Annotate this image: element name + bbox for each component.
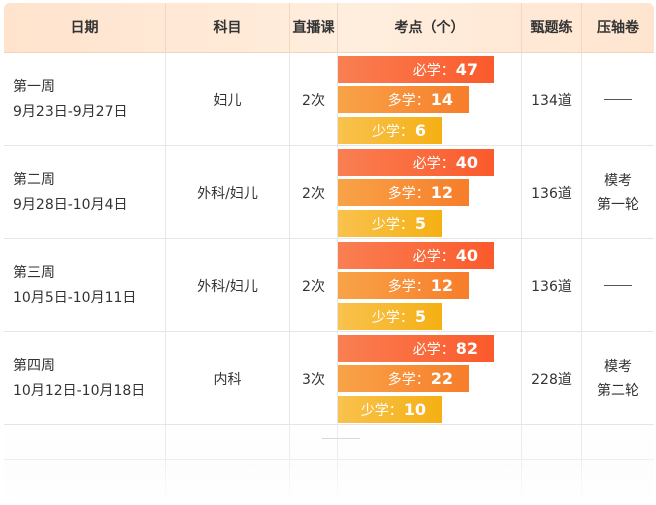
date-cell: 第二周 9月28日-10月4日 <box>4 146 166 239</box>
must-bar: 必学： 47 <box>338 56 494 83</box>
must-bar: 必学： 82 <box>338 335 494 362</box>
exercises-cell: 136道 <box>522 239 582 332</box>
points-cell: 必学： 47 多学： 14 少学： 6 <box>338 53 522 146</box>
more-label: 多学： <box>387 92 430 109</box>
less-label: 少学： <box>371 123 414 140</box>
final-line2: 第一轮 <box>597 196 639 213</box>
less-bar: 少学： 5 <box>338 210 442 237</box>
must-label: 必学： <box>412 62 455 79</box>
less-label: 少学： <box>371 309 414 326</box>
more-bar: 多学： 22 <box>338 365 469 392</box>
less-bar: 少学： 10 <box>338 396 442 423</box>
must-label: 必学： <box>412 341 455 358</box>
less-label: 少学： <box>360 402 403 419</box>
date-range: 10月5日-10月11日 <box>13 289 137 306</box>
final-line1: 模考 <box>604 358 632 375</box>
more-label: 多学： <box>387 278 430 295</box>
date-range: 9月23日-9月27日 <box>13 103 128 120</box>
less-count: 10 <box>403 400 426 419</box>
live-cell: 2次 <box>290 53 338 146</box>
week-label: 第三周 <box>13 264 55 281</box>
date-cell: 第一周 9月23日-9月27日 <box>4 53 166 146</box>
date-range: 10月12日-10月18日 <box>13 382 146 399</box>
final-cell: 模考 第二轮 <box>582 332 654 425</box>
final-line1: 模考 <box>604 172 632 189</box>
empty-dash <box>604 285 632 286</box>
week-label: 第四周 <box>13 357 55 374</box>
live-cell: 2次 <box>290 239 338 332</box>
final-cell: 模考 第一轮 <box>582 146 654 239</box>
live-cell: 3次 <box>290 332 338 425</box>
header-final: 压轴卷 <box>597 20 639 36</box>
must-count: 40 <box>455 153 478 172</box>
must-count: 82 <box>455 339 478 358</box>
more-label: 多学： <box>387 185 430 202</box>
subject-cell: 内科 <box>166 332 290 425</box>
week-label: 第二周 <box>13 171 55 188</box>
subject-cell: 外科/妇儿 <box>166 146 290 239</box>
must-label: 必学： <box>412 155 455 172</box>
exercises-cell: 134道 <box>522 53 582 146</box>
final-line2: 第二轮 <box>597 382 639 399</box>
subject-cell: 妇儿 <box>166 53 290 146</box>
must-label: 必学： <box>412 248 455 265</box>
more-count: 12 <box>430 183 453 202</box>
less-count: 5 <box>414 307 426 326</box>
header-exercises: 甄题练 <box>522 3 582 53</box>
points-cell: 必学： 40 多学： 12 少学： 5 <box>338 146 522 239</box>
week-label: 第一周 <box>13 78 55 95</box>
must-bar: 必学： 40 <box>338 242 494 269</box>
must-bar: 必学： 40 <box>338 149 494 176</box>
must-count: 47 <box>455 60 478 79</box>
live-cell: 2次 <box>290 146 338 239</box>
fade-overlay <box>4 455 654 501</box>
header-live: 直播课 <box>290 3 338 53</box>
more-count: 14 <box>430 90 453 109</box>
less-count: 6 <box>414 121 426 140</box>
table-header: 日期 科目 直播课 考点（个） 甄题练 压轴卷 <box>4 3 654 53</box>
header-subject: 科目 <box>166 3 290 53</box>
less-bar: 少学： 6 <box>338 117 442 144</box>
date-cell: 第三周 10月5日-10月11日 <box>4 239 166 332</box>
less-count: 5 <box>414 214 426 233</box>
header-points: 考点（个） <box>338 3 522 53</box>
date-range: 9月28日-10月4日 <box>13 196 128 213</box>
exercises-cell: 228道 <box>522 332 582 425</box>
table-row: 第一周 9月23日-9月27日 妇儿 2次 必学： 47 多学： 14 少学： 6 <box>4 53 654 146</box>
faded-row <box>4 425 654 501</box>
must-count: 40 <box>455 246 478 265</box>
table-row: 第二周 9月28日-10月4日 外科/妇儿 2次 必学： 40 多学： 12 少学：… <box>4 146 654 239</box>
more-bar: 多学： 12 <box>338 272 469 299</box>
table-row: 第三周 10月5日-10月11日 外科/妇儿 2次 必学： 40 多学： 12 少学… <box>4 239 654 332</box>
points-cell: 必学： 40 多学： 12 少学： 5 <box>338 239 522 332</box>
less-bar: 少学： 5 <box>338 303 442 330</box>
header-date: 日期 <box>4 3 166 53</box>
more-label: 多学： <box>387 371 430 388</box>
more-count: 12 <box>430 276 453 295</box>
exercises-cell: 136道 <box>522 146 582 239</box>
faded-bar-stub <box>322 438 360 439</box>
table-row: 第四周 10月12日-10月18日 内科 3次 必学： 82 多学： 22 少学： 1… <box>4 332 654 425</box>
points-cell: 必学： 82 多学： 22 少学： 10 <box>338 332 522 425</box>
date-cell: 第四周 10月12日-10月18日 <box>4 332 166 425</box>
more-bar: 多学： 12 <box>338 179 469 206</box>
subject-cell: 外科/妇儿 <box>166 239 290 332</box>
final-cell <box>582 53 654 146</box>
more-count: 22 <box>430 369 453 388</box>
empty-dash <box>604 99 632 100</box>
less-label: 少学： <box>371 216 414 233</box>
more-bar: 多学： 14 <box>338 86 469 113</box>
final-cell <box>582 239 654 332</box>
schedule-table: 日期 科目 直播课 考点（个） 甄题练 压轴卷 第一周 9月23日-9月27日 … <box>4 3 654 501</box>
